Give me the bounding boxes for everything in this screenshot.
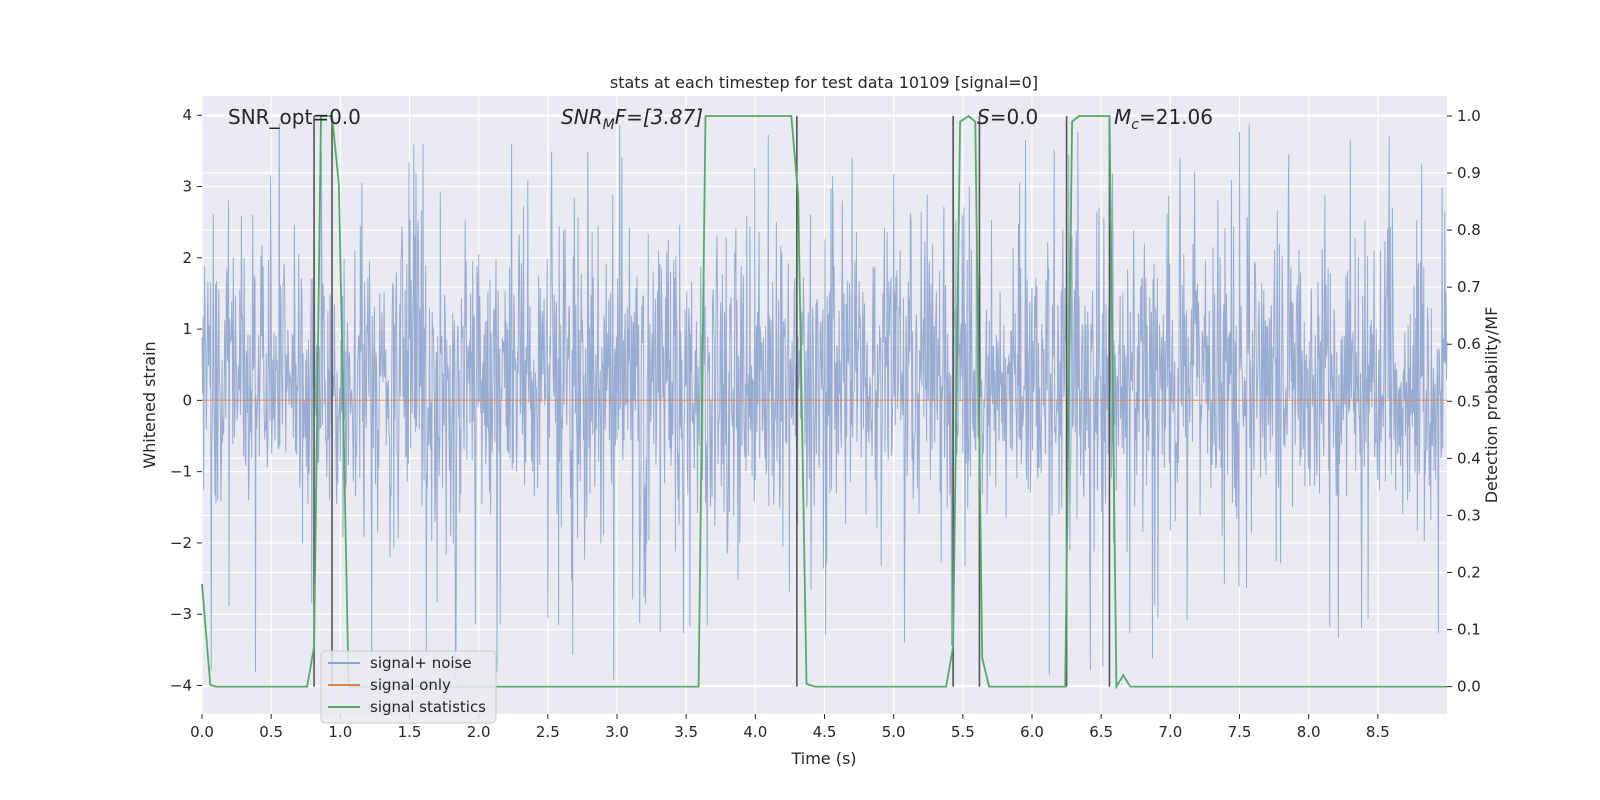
- annotation-s-value: =0.0: [990, 105, 1039, 129]
- legend-label-signal-only: signal only: [370, 676, 451, 694]
- y2-tick-label-4: 0.6: [1457, 335, 1481, 353]
- x-tick-label-10: 5.0: [882, 723, 906, 741]
- annotation-mc-prefix: M: [1114, 105, 1131, 129]
- y-tick-label-6: −2: [170, 534, 192, 552]
- y2-tick-label-8: 0.2: [1457, 563, 1481, 581]
- y-tick-label-7: −3: [170, 605, 192, 623]
- y2-axis-label: Detection probability/MF: [1482, 307, 1501, 504]
- statistics-line: [201, 114, 1447, 690]
- y-axis-label: Whitened strain: [140, 341, 159, 468]
- y2-tick-label-10: 0.0: [1457, 678, 1481, 696]
- annotation-mc-value: =21.06: [1139, 105, 1213, 129]
- x-tick-label-7: 3.5: [674, 723, 698, 741]
- y2-tick-label-2: 0.8: [1457, 221, 1481, 239]
- x-tick-label-13: 6.5: [1089, 723, 1113, 741]
- noise-series: [201, 123, 1448, 686]
- x-tick-label-16: 8.0: [1297, 723, 1321, 741]
- y2-tick-label-0: 1.0: [1457, 107, 1481, 125]
- y-tick-label-5: −1: [170, 463, 192, 481]
- y-tick-label-2: 2: [182, 249, 192, 267]
- x-tick-label-4: 2.0: [467, 723, 491, 741]
- x-tick-label-6: 3.0: [605, 723, 629, 741]
- legend-label-signal-noise: signal+ noise: [370, 654, 472, 672]
- y2-tick-label-6: 0.4: [1457, 449, 1481, 467]
- legend-label-signal-statistics: signal statistics: [370, 698, 486, 716]
- y2-tick-label-5: 0.5: [1457, 392, 1481, 410]
- x-tick-label-3: 1.5: [398, 723, 422, 741]
- y2-tick-label-9: 0.1: [1457, 621, 1481, 639]
- annotation-mc: Mc=21.06: [1114, 105, 1213, 133]
- y-tick-label-3: 1: [182, 320, 192, 338]
- x-tick-label-12: 6.0: [1020, 723, 1044, 741]
- annotation-snr-mf-prefix: SNR: [561, 105, 603, 129]
- legend-box: [320, 650, 497, 724]
- x-tick-label-14: 7.0: [1158, 723, 1182, 741]
- x-tick-label-8: 4.0: [743, 723, 767, 741]
- y2-tick-label-7: 0.3: [1457, 506, 1481, 524]
- x-tick-label-17: 8.5: [1366, 723, 1390, 741]
- x-tick-label-5: 2.5: [536, 723, 560, 741]
- x-tick-label-15: 7.5: [1228, 723, 1252, 741]
- y-axis-ticks: 4 3 2 1 0 −1 −2 −3 −4: [170, 106, 202, 694]
- signal-statistics-series: [201, 114, 1447, 690]
- legend: signal+ noise signal only signal statist…: [320, 650, 497, 724]
- annotation-snr-mf: SNRMF=[3.87]: [561, 105, 703, 133]
- y-tick-label-1: 3: [182, 178, 192, 196]
- x-tick-label-11: 5.5: [951, 723, 975, 741]
- x-tick-label-9: 4.5: [813, 723, 837, 741]
- annotation-snr-mf-sub: M: [603, 117, 615, 133]
- y-tick-label-0: 4: [182, 106, 192, 124]
- annotation-mc-sub: c: [1131, 117, 1139, 133]
- y-tick-label-8: −4: [170, 676, 192, 694]
- annotation-snr-opt: SNR_opt=0.0: [228, 105, 361, 129]
- y-tick-label-4: 0: [182, 391, 192, 409]
- y2-axis-ticks: 1.0 0.9 0.8 0.7 0.6 0.5 0.4 0.3 0.2 0.1 0.0: [1447, 107, 1481, 696]
- x-tick-label-1: 0.5: [259, 723, 283, 741]
- x-axis-ticks: 0.0 0.5 1.0 1.5 2.0 2.5 3.0 3.5 4.0 4.5 5.0 5.5 6.0 6…: [190, 714, 1390, 741]
- x-tick-label-0: 0.0: [190, 723, 214, 741]
- y2-tick-label-3: 0.7: [1457, 278, 1481, 296]
- chart-title: stats at each timestep for test data 101…: [610, 73, 1038, 92]
- annotation-s: S=0.0: [977, 105, 1038, 129]
- annotation-snr-mf-suffix: F=[3.87]: [615, 105, 703, 129]
- annotation-s-prefix: S: [977, 105, 990, 129]
- noise-line: [201, 123, 1448, 686]
- x-axis-label: Time (s): [790, 749, 856, 768]
- y2-tick-label-1: 0.9: [1457, 164, 1481, 182]
- x-tick-label-2: 1.0: [328, 723, 352, 741]
